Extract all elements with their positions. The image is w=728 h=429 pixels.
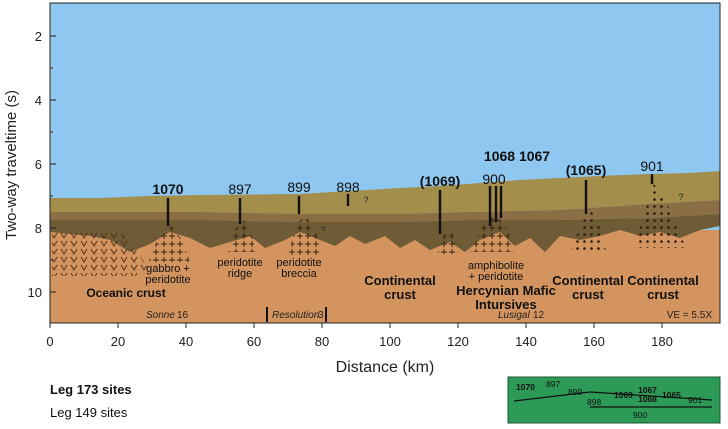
sonne-line-number: 16 [177,310,189,321]
inset-1067: 1067 [638,385,657,395]
sonne-line-name: Sonne [146,310,175,321]
y-axis-ticks [50,35,56,293]
hercynian-label-line2: Intursives [475,297,536,312]
x-tick-labels: 0 20 40 60 80 100 120 140 160 180 [46,334,672,349]
continental-crust-2-line1: Continental [552,273,624,288]
continental-crust-3-line2: crust [647,287,679,302]
gabbro-label-line2: peridotite [145,274,190,286]
inset-1070: 1070 [516,382,535,392]
y-tick-8: 8 [35,221,42,236]
continental-crust-2-line2: crust [572,287,604,302]
amphibolite-label-line1: amphibolite [468,260,524,272]
vertical-exaggeration: VE = 5.5X [667,310,713,321]
x-axis-ticks [49,323,663,328]
resolution-line-name: Resolution [272,310,320,321]
amphibolite-high-1 [437,230,458,254]
site-1068-1067: 1068 1067 [484,148,550,164]
site-1070: 1070 [152,181,183,197]
x-tick-120: 120 [447,334,469,349]
dotted-high-1065 [570,210,606,252]
y-axis-label: Two-way traveltime (s) [3,90,20,240]
seismic-line-labels: Sonne 16 Resolution 3 Lusigal 12 VE = 5.… [146,310,712,321]
oceanic-crust-body [52,232,148,276]
site-897: 897 [228,181,252,197]
inset-1065: 1065 [662,390,681,400]
plot-frame [49,2,721,324]
lusigal-line-name: Lusigal [498,310,530,321]
x-tick-20: 20 [111,334,125,349]
sediment-upper [50,171,720,214]
x-tick-80: 80 [315,334,329,349]
ridge-label-line2: ridge [228,268,252,280]
site-899: 899 [287,179,311,195]
peridotite-ridge-high [228,220,256,252]
x-tick-180: 180 [651,334,673,349]
lithology-labels: gabbro + peridotite peridotite ridge per… [145,257,524,286]
continental-crust-3-line1: Continental [627,273,699,288]
site-1065: (1065) [566,162,606,178]
site-labels: 1070 897 899 898 (1069) 900 1068 1067 (1… [152,148,663,197]
gabbro-peridotite-high [148,224,190,262]
legend-leg-173: Leg 173 sites [50,382,132,397]
breccia-label-line2: breccia [281,268,317,280]
hercynian-label-line1: Hercynian Mafic [456,283,556,298]
x-tick-160: 160 [583,334,605,349]
crust-labels: Oceanic crust Continental crust Hercynia… [86,273,698,312]
oceanic-crust-label: Oceanic crust [86,286,165,300]
inset-labels: 1070 897 899 898 1069 1067 1068 1065 901… [516,379,702,420]
inset-background [507,376,721,424]
question-mark-1: ? [363,195,368,205]
x-tick-140: 140 [515,334,537,349]
inset-899: 899 [568,387,582,397]
inset-map: 1070 897 899 898 1069 1067 1068 1065 901… [507,376,721,424]
amphibolite-label-line2: + peridotite [469,271,524,283]
site-900: 900 [482,171,506,187]
ridge-label-line1: peridotite [217,257,262,269]
inset-900: 900 [633,410,647,420]
breccia-label-line1: peridotite [276,257,321,269]
site-901: 901 [640,158,664,174]
peridotite-breccia-high [288,214,322,256]
inset-897: 897 [546,379,560,389]
resolution-markers [266,307,327,322]
inset-901: 901 [688,395,702,405]
x-tick-40: 40 [179,334,193,349]
inset-1069: 1069 [614,390,633,400]
inset-898: 898 [587,397,601,407]
question-marks: ? ? ? [320,192,683,235]
y-tick-6: 6 [35,157,42,172]
y-tick-2: 2 [35,29,42,44]
dotted-high-901 [634,184,686,248]
x-tick-60: 60 [247,334,261,349]
amphibolite-high-2 [470,214,514,252]
continental-crust-1-line1: Continental [364,273,436,288]
lusigal-line-number: 12 [533,310,545,321]
resolution-line-number: 3 [318,310,324,321]
y-tick-4: 4 [35,93,42,108]
gabbro-label-line1: gabbro + [146,263,190,275]
legend-leg-149: Leg 149 sites [50,405,128,420]
sediment-middle [50,200,720,222]
borehole-lines [166,174,654,234]
question-mark-3: ? [678,192,683,202]
continental-crust-1-line2: crust [384,287,416,302]
inset-1068: 1068 [638,394,657,404]
question-mark-2: ? [320,225,325,235]
site-1069: (1069) [420,173,460,189]
y-tick-10: 10 [28,285,42,300]
x-axis-label: Distance (km) [336,359,435,376]
site-898: 898 [336,179,360,195]
y-tick-labels: 2 4 6 8 10 [28,29,42,300]
sediment-lower [50,214,720,252]
basement [50,230,720,323]
x-tick-100: 100 [379,334,401,349]
x-tick-0: 0 [46,334,53,349]
